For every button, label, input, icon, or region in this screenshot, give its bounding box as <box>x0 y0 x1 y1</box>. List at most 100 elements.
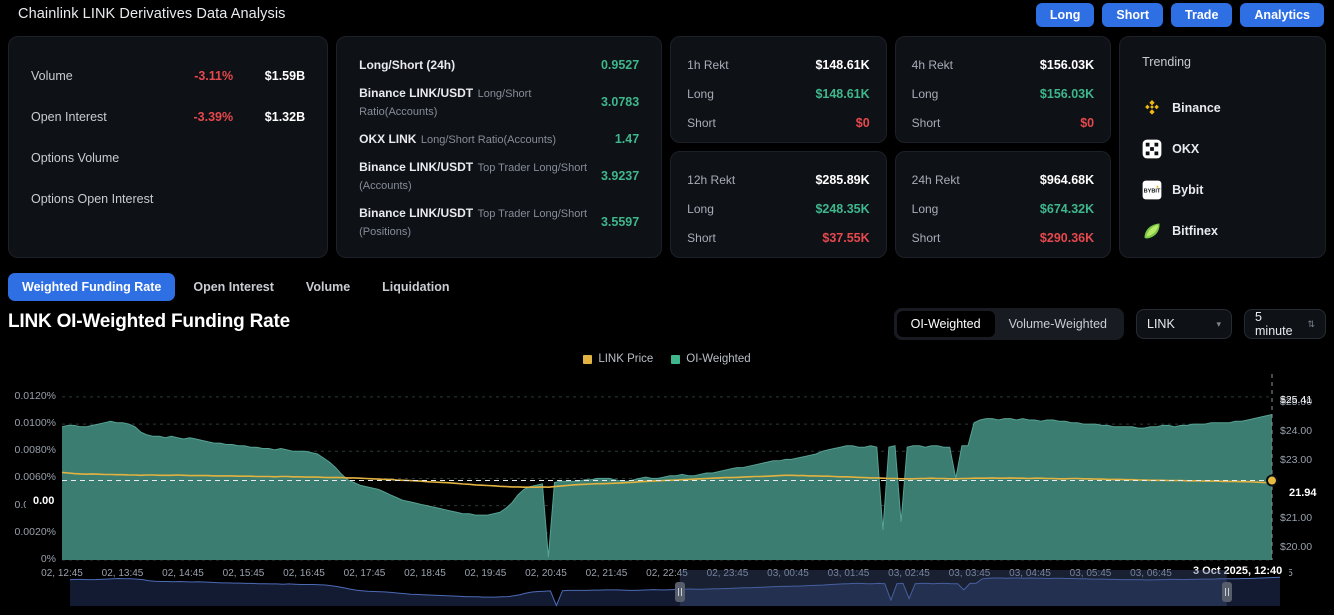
interval-select-value: 5 minute <box>1255 310 1293 338</box>
stats-row-value: $1.59B <box>264 68 306 83</box>
trending-item-label: Binance <box>1172 100 1221 115</box>
tab-weighted-funding-rate[interactable]: Weighted Funding Rate <box>8 273 176 301</box>
rekt-short-row: Short $0 <box>912 108 1094 137</box>
rekt-long-label: Long <box>687 86 714 101</box>
seg-volume-weighted[interactable]: Volume-Weighted <box>995 311 1121 337</box>
stats-row: Options Volume <box>31 137 305 178</box>
rekt-short-label: Short <box>687 230 716 245</box>
stats-row: Open Interest -3.39% $1.32B <box>31 96 305 137</box>
ratio-row: OKX LINK Long/Short Ratio(Accounts) 1.47 <box>359 125 639 153</box>
y-axis-right-tick: $23.00 <box>1280 454 1313 467</box>
tab-liquidation[interactable]: Liquidation <box>368 273 463 301</box>
y-axis-left-tick: 0.0020% <box>14 525 56 538</box>
rekt-total-row: 24h Rekt $964.68K <box>912 165 1094 194</box>
rekt-card-1h: 1h Rekt $148.61K Long $148.61K Short $0 <box>670 36 887 143</box>
rekt-short-label: Short <box>687 115 716 130</box>
x-axis-tick: 02, 23:45 <box>706 568 749 579</box>
trending-item-binance[interactable]: Binance <box>1142 87 1303 128</box>
x-axis-tick: 03, 03:45 <box>948 568 991 579</box>
tab-open-interest[interactable]: Open Interest <box>179 273 288 301</box>
rekt-long-row: Long $156.03K <box>912 79 1094 108</box>
trending-card: Trending Binance <box>1119 36 1327 258</box>
ratio-row-title: Long/Short (24h) <box>359 58 456 72</box>
rekt-total: $285.89K <box>815 172 870 187</box>
y-axis-left-tick: 0.0120% <box>14 389 56 402</box>
short-button[interactable]: Short <box>1102 3 1164 27</box>
stats-row-label: Options Open Interest <box>31 191 154 206</box>
rekt-title: 1h Rekt <box>687 57 729 72</box>
chevron-down-icon: ▾ <box>1216 318 1221 329</box>
x-axis-tick: 02, 12:45 <box>41 568 83 579</box>
rekt-long-row: Long $148.61K <box>687 79 869 108</box>
right-cursor-badge: 21.94 <box>1282 484 1324 502</box>
left-cursor-badge: 0.00 <box>26 492 62 510</box>
stats-row-label: Volume <box>31 68 73 83</box>
x-axis-tick: 02, 17:45 <box>343 568 386 579</box>
bottom-cursor-badge: 3 Oct 2025, 12:40 <box>1186 562 1290 580</box>
rekt-long-label: Long <box>911 86 939 101</box>
interval-select[interactable]: 5 minute ⇅ <box>1244 309 1326 339</box>
symbol-select[interactable]: LINK ▾ <box>1136 309 1232 339</box>
x-axis-tick: 02, 18:45 <box>404 568 446 579</box>
trade-button[interactable]: Trade <box>1171 3 1233 27</box>
x-axis-tick: 03, 00:45 <box>767 568 809 579</box>
rekt-short-label: Short <box>911 230 941 245</box>
stats-row-change: -3.39% <box>193 109 234 124</box>
range-slider-handle-left[interactable] <box>674 582 685 602</box>
ratio-row: Binance LINK/USDT Long/Short Ratio(Accou… <box>359 79 639 125</box>
okx-icon <box>1142 139 1162 158</box>
seg-oi-weighted[interactable]: OI-Weighted <box>896 311 995 337</box>
x-axis-tick: 02, 16:45 <box>283 568 325 579</box>
plot-canvas[interactable]: 0.0120%0.0100%0.0080%0.0060%0.0040%0.002… <box>0 358 1334 615</box>
trending-item-bybit[interactable]: BYBIT Bybit <box>1142 169 1303 210</box>
page-title: Chainlink LINK Derivatives Data Analysis <box>18 6 286 22</box>
y-axis-right-tick: $21.00 <box>1280 512 1313 525</box>
rekt-card-4h: 4h Rekt $156.03K Long $156.03K Short $0 <box>894 36 1112 143</box>
y-axis-right-tick: $20.00 <box>1280 541 1313 554</box>
stats-row-value: $1.32B <box>264 109 306 124</box>
rekt-short-value: $37.55K <box>822 230 870 245</box>
rekt-total: $148.61K <box>815 57 870 72</box>
rekt-long-value: $156.03K <box>1039 86 1095 101</box>
chart-legend: LINK Price OI-Weighted <box>0 353 1334 365</box>
rekt-short-row: Short $37.55K <box>687 223 869 252</box>
ratio-row-value: 3.9237 <box>600 169 640 183</box>
bybit-icon: BYBIT <box>1142 180 1162 199</box>
stats-row: Options Open Interest <box>31 178 305 219</box>
trending-item-bitfinex[interactable]: Bitfinex <box>1142 210 1303 251</box>
rekt-long-label: Long <box>687 201 714 216</box>
chart-area: LINK Price OI-Weighted 0.0120% 0.0100% 0.0… <box>0 350 1334 615</box>
y-axis-left-tick: 0.0060% <box>14 471 56 484</box>
x-axis-tick: 02, 22:45 <box>646 568 688 579</box>
summary-panels: Volume -3.11% $1.59B Open Interest -3.39… <box>8 36 1327 258</box>
rekt-card-24h: 24h Rekt $964.68K Long $674.32K Short $2… <box>894 151 1112 258</box>
weighting-segmented-control: OI-Weighted Volume-Weighted <box>893 308 1124 340</box>
range-slider-handle-right[interactable] <box>1221 582 1232 602</box>
ratio-row-value: 0.9527 <box>600 58 640 72</box>
trending-item-okx[interactable]: OKX <box>1142 128 1303 169</box>
rekt-title: 4h Rekt <box>911 57 954 72</box>
y-axis-left-tick: 0.0080% <box>14 444 56 457</box>
y-axis-left-tick: 0% <box>40 553 56 565</box>
long-button[interactable]: Long <box>1035 3 1095 27</box>
legend-item-link-price[interactable]: LINK Price <box>583 353 653 365</box>
long-short-ratio-card: Long/Short (24h) 0.9527 Binance LINK/USD… <box>336 36 663 258</box>
rekt-long-row: Long $674.32K <box>912 194 1094 223</box>
rekt-long-value: $248.35K <box>815 201 870 216</box>
stats-row-label: Options Volume <box>31 150 120 165</box>
legend-label: OI-Weighted <box>686 353 751 365</box>
ratio-row-value: 3.5597 <box>600 215 640 229</box>
rekt-total-row: 4h Rekt $156.03K <box>912 50 1094 79</box>
range-slider[interactable] <box>0 568 1334 615</box>
rekt-card-12h: 12h Rekt $285.89K Long $248.35K Short $3… <box>670 151 887 258</box>
top-actions: Long Short Trade Analytics <box>1035 3 1324 27</box>
x-axis-tick: 03, 04:45 <box>1009 568 1051 579</box>
trending-item-label: OKX <box>1172 141 1200 156</box>
trending-title: Trending <box>1142 55 1191 69</box>
legend-item-oi-weighted[interactable]: OI-Weighted <box>671 353 751 365</box>
ratio-row-subtitle: Top Trader Long/Short (Positions) <box>359 208 588 238</box>
tab-volume[interactable]: Volume <box>292 273 364 301</box>
analytics-button[interactable]: Analytics <box>1240 3 1324 27</box>
rekt-total: $156.03K <box>1039 57 1095 72</box>
